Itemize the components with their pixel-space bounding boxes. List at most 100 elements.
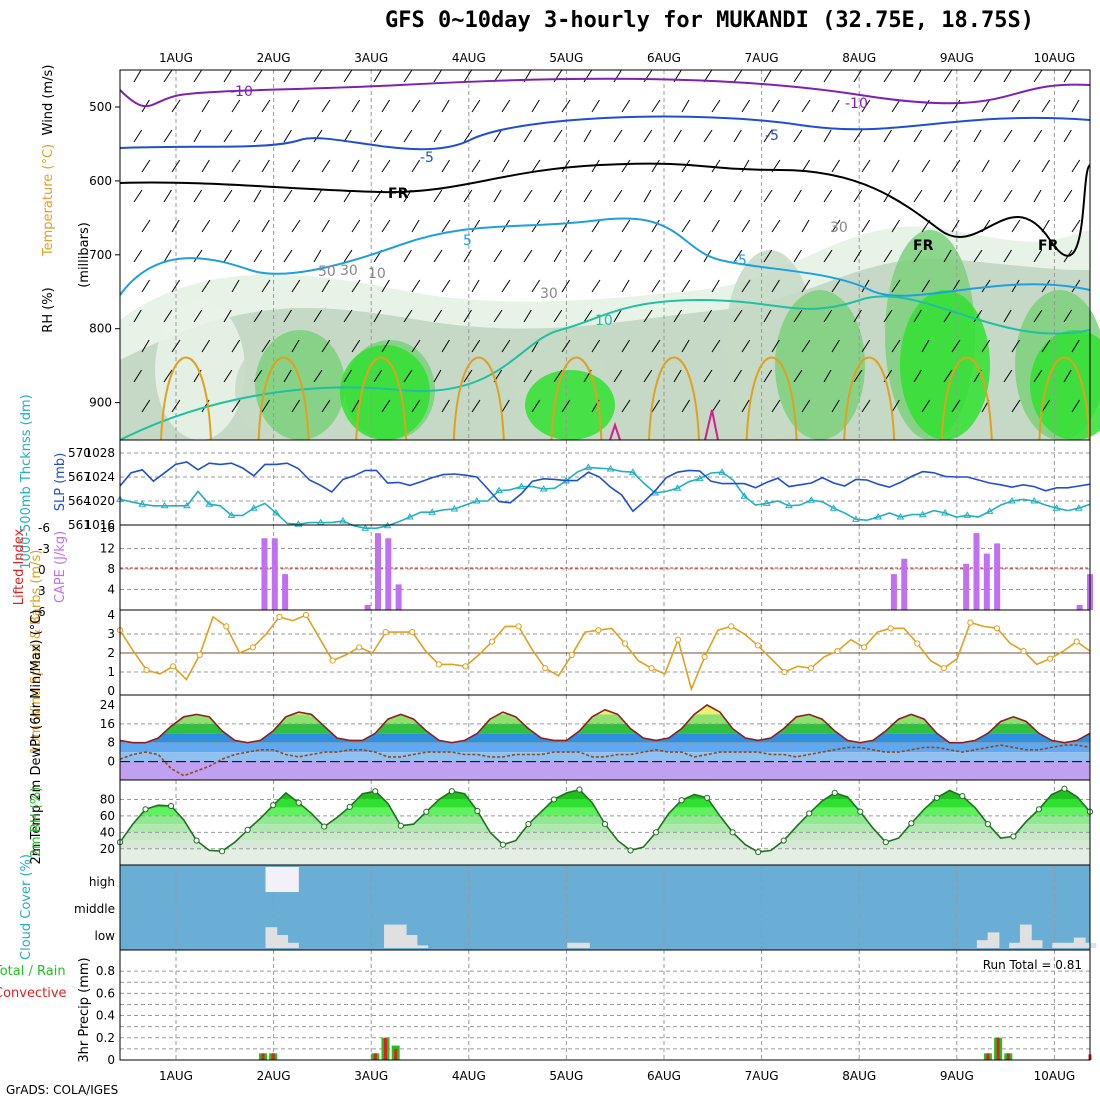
wind-barb xyxy=(891,99,901,113)
rh-line-point xyxy=(678,797,685,804)
wind-speed-line-point xyxy=(302,611,310,619)
y-tick-label: 4 xyxy=(107,608,115,622)
slp-panel xyxy=(116,439,1091,531)
contour-label: FR xyxy=(1038,238,1059,254)
wind-barb xyxy=(741,339,751,353)
y-tick-label-left: -6 xyxy=(38,521,50,535)
wind-barb xyxy=(643,369,653,383)
wind-barb xyxy=(471,99,481,113)
wind-speed-line-point xyxy=(196,651,203,659)
y-tick-label: 60 xyxy=(100,809,115,823)
wind-barb xyxy=(1033,309,1043,323)
wind-barb xyxy=(583,189,593,203)
cloud-layer-label: middle xyxy=(74,902,115,916)
rh-line-point xyxy=(959,793,966,800)
cloud-low-block xyxy=(276,935,289,948)
wind-barb xyxy=(793,249,802,263)
wind-barb xyxy=(321,159,331,173)
wind-barb xyxy=(201,159,210,173)
wind-barb xyxy=(163,309,173,323)
wind-barb xyxy=(981,99,990,113)
thickness-line-point xyxy=(896,513,905,520)
wind-barb xyxy=(733,369,742,383)
y-tick-label-right: 12 xyxy=(100,542,115,556)
wind-barb xyxy=(831,159,840,173)
wind-barb xyxy=(561,399,571,413)
wind-barb xyxy=(591,279,601,293)
thickness-line-point xyxy=(874,513,883,520)
wind-barb xyxy=(193,189,203,203)
wind-barb xyxy=(951,399,961,413)
wind-barb xyxy=(351,279,361,293)
rh-line-point xyxy=(474,807,481,815)
wind-barb xyxy=(381,339,390,353)
wind-barb xyxy=(313,369,323,383)
contour-label: 5 xyxy=(463,233,472,249)
wind-barb xyxy=(523,369,532,383)
rh-line-point xyxy=(295,799,302,806)
wind-barb xyxy=(643,249,653,263)
wind-barb xyxy=(1033,189,1042,203)
thickness-line-point xyxy=(985,507,994,514)
wind-barb xyxy=(801,219,810,233)
thickness-line-point xyxy=(1008,497,1016,504)
wind-barb xyxy=(223,69,232,83)
wind-barb xyxy=(583,309,593,323)
contour-freezing xyxy=(119,162,1091,257)
wind-speed-line-point xyxy=(887,625,894,632)
wind-barb xyxy=(441,399,450,413)
thickness-line-point xyxy=(539,485,548,492)
ylabel-cape: CAPE (J/kg) xyxy=(53,531,68,603)
wind-speed-line-point xyxy=(462,663,469,670)
wind-barb xyxy=(403,129,413,143)
wind-speed-line-point xyxy=(515,623,522,630)
wind-barb xyxy=(253,69,263,83)
wind-speed-line-point xyxy=(542,665,549,672)
wind-barb xyxy=(981,159,990,173)
ylabel-wind10m: 10m Wind Speed & Barbs (m/s) xyxy=(29,550,44,755)
wind-barb xyxy=(621,219,631,233)
y-tick-label-right: 1020 xyxy=(84,494,115,508)
rh-line-point xyxy=(193,837,200,844)
rh-band xyxy=(120,807,1090,816)
wind-speed-line xyxy=(119,613,1091,692)
wind-barb xyxy=(471,399,481,413)
wind-barb xyxy=(673,309,682,323)
wind-barb xyxy=(1011,219,1021,233)
wind-barb xyxy=(621,339,630,353)
thickness-line-point xyxy=(941,509,949,516)
wind-barb xyxy=(463,189,473,203)
wind-speed-line-point xyxy=(568,651,575,659)
thickness-line-point xyxy=(227,511,236,518)
thickness-line-point xyxy=(606,465,615,472)
thickness-line-point xyxy=(829,504,838,511)
cloud-low-block xyxy=(1030,940,1043,948)
wind-speed-line-point xyxy=(940,665,947,672)
x-tick-label-top: 7AUG xyxy=(745,51,779,65)
contour-temp-20 xyxy=(355,356,408,441)
wind-barb xyxy=(831,399,840,413)
contour-temp-20 xyxy=(745,356,798,441)
wind-speed-line-point xyxy=(276,613,283,621)
ylabel-wind: Wind (m/s) xyxy=(41,65,56,136)
wind-barb xyxy=(531,159,541,173)
wind-barb xyxy=(561,159,571,173)
rh-line-point xyxy=(831,789,838,796)
wind-barb xyxy=(943,369,953,383)
x-tick-label-top: 3AUG xyxy=(354,51,388,65)
wind-barb xyxy=(223,189,233,203)
wind-barb xyxy=(283,249,293,263)
wind-barb xyxy=(133,129,143,143)
wind-speed-line-point xyxy=(781,668,788,676)
thickness-line-point xyxy=(361,524,370,531)
thickness-line-point xyxy=(160,501,169,509)
wind-barb xyxy=(973,129,982,143)
y-tick-label: 24 xyxy=(100,698,115,712)
precip-convective-bar xyxy=(996,1037,1000,1060)
wind-barb xyxy=(853,69,863,83)
wind-speed-line-point xyxy=(967,619,974,626)
wind-barb xyxy=(1003,369,1013,383)
wind-barb xyxy=(883,129,892,143)
cloud-layer-label: low xyxy=(95,929,116,943)
wind-barb xyxy=(973,189,983,203)
